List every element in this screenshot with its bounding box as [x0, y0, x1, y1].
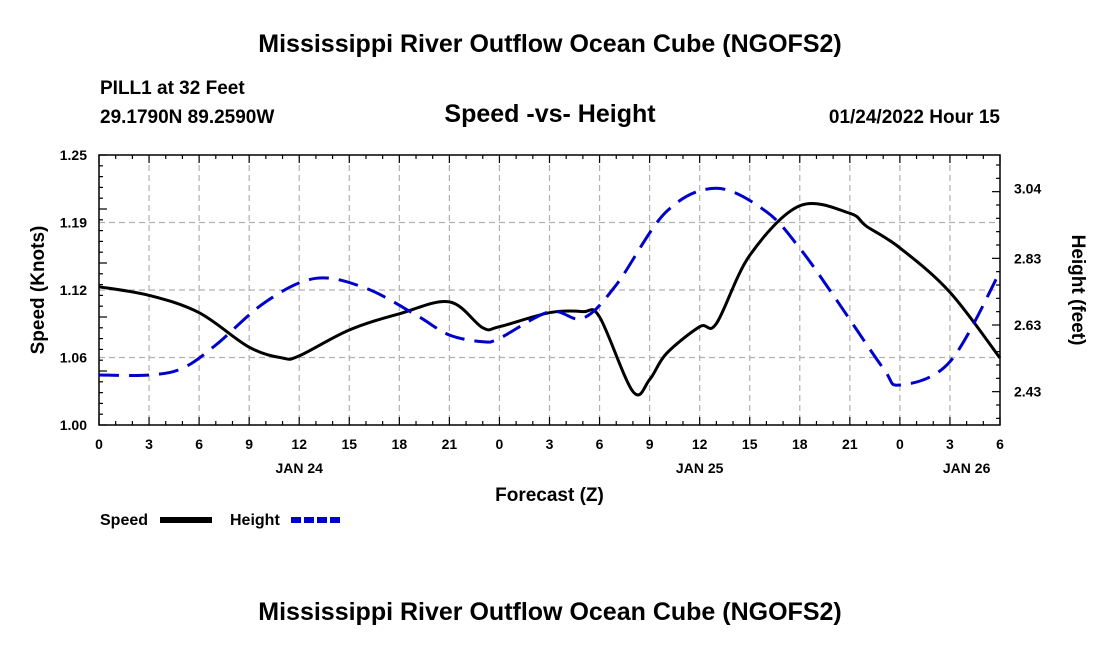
- y-left-tick-label: 1.12: [60, 282, 87, 298]
- y-left-tick-label: 1.06: [60, 350, 87, 366]
- x-tick-label: 0: [496, 436, 504, 452]
- date-label: JAN 24: [275, 460, 323, 476]
- x-tick-label: 18: [792, 436, 808, 452]
- station-label: PILL1 at 32 Feet: [100, 78, 245, 99]
- series-line-speed: [98, 202, 1002, 397]
- x-tick-label: 15: [341, 436, 357, 452]
- axis-ticks: [98, 154, 1001, 426]
- axis-labels: 0 3 6 9 12 15 18 21 0 3 6 9 12 15 18 21 0 3 6 JAN 24 JAN 25 J…: [28, 147, 1088, 506]
- x-tick-label: 12: [692, 436, 708, 452]
- x-tick-label: 6: [195, 436, 203, 452]
- footer-title: Mississippi River Outflow Ocean Cube (NG…: [258, 598, 842, 626]
- x-tick-label: 9: [245, 436, 253, 452]
- legend-label-height: Height: [230, 512, 280, 529]
- y-right-tick-label: 2.63: [1014, 317, 1041, 333]
- x-tick-label: 21: [842, 436, 858, 452]
- chart-main-title: Mississippi River Outflow Ocean Cube (NG…: [258, 30, 842, 58]
- chart-subtitle: Speed -vs- Height: [444, 100, 656, 128]
- x-axis-title: Forecast (Z): [495, 485, 604, 506]
- x-tick-label: 6: [996, 436, 1004, 452]
- date-label: JAN 26: [943, 460, 991, 476]
- y-right-tick-label: 3.04: [1014, 180, 1041, 196]
- series-lines: [98, 186, 1002, 397]
- y-right-tick-label: 2.83: [1014, 250, 1041, 266]
- legend-label-speed: Speed: [100, 512, 148, 529]
- y-axis-title-right: Height (feet): [1067, 235, 1088, 346]
- y-left-tick-label: 1.25: [60, 147, 87, 163]
- y-left-tick-label: 1.19: [60, 215, 87, 231]
- grid: [99, 155, 1000, 425]
- x-tick-label: 21: [442, 436, 458, 452]
- x-tick-label: 0: [896, 436, 904, 452]
- date-label: JAN 25: [676, 460, 724, 476]
- legend: Speed Height: [100, 512, 343, 529]
- x-tick-label: 9: [646, 436, 654, 452]
- x-tick-label: 3: [946, 436, 954, 452]
- forecast-datetime: 01/24/2022 Hour 15: [828, 107, 1000, 128]
- x-tick-label: 6: [596, 436, 604, 452]
- y-axis-title-left: Speed (Knots): [28, 226, 49, 355]
- series-line-height: [98, 186, 1002, 387]
- y-left-tick-label: 1.00: [60, 417, 87, 433]
- station-coordinates: 29.1790N 89.2590W: [100, 107, 275, 128]
- x-tick-label: 3: [145, 436, 153, 452]
- x-tick-label: 0: [95, 436, 103, 452]
- y-right-tick-label: 2.43: [1014, 384, 1041, 400]
- x-tick-label: 3: [546, 436, 554, 452]
- x-tick-label: 12: [291, 436, 307, 452]
- x-tick-label: 15: [742, 436, 758, 452]
- x-tick-label: 18: [392, 436, 408, 452]
